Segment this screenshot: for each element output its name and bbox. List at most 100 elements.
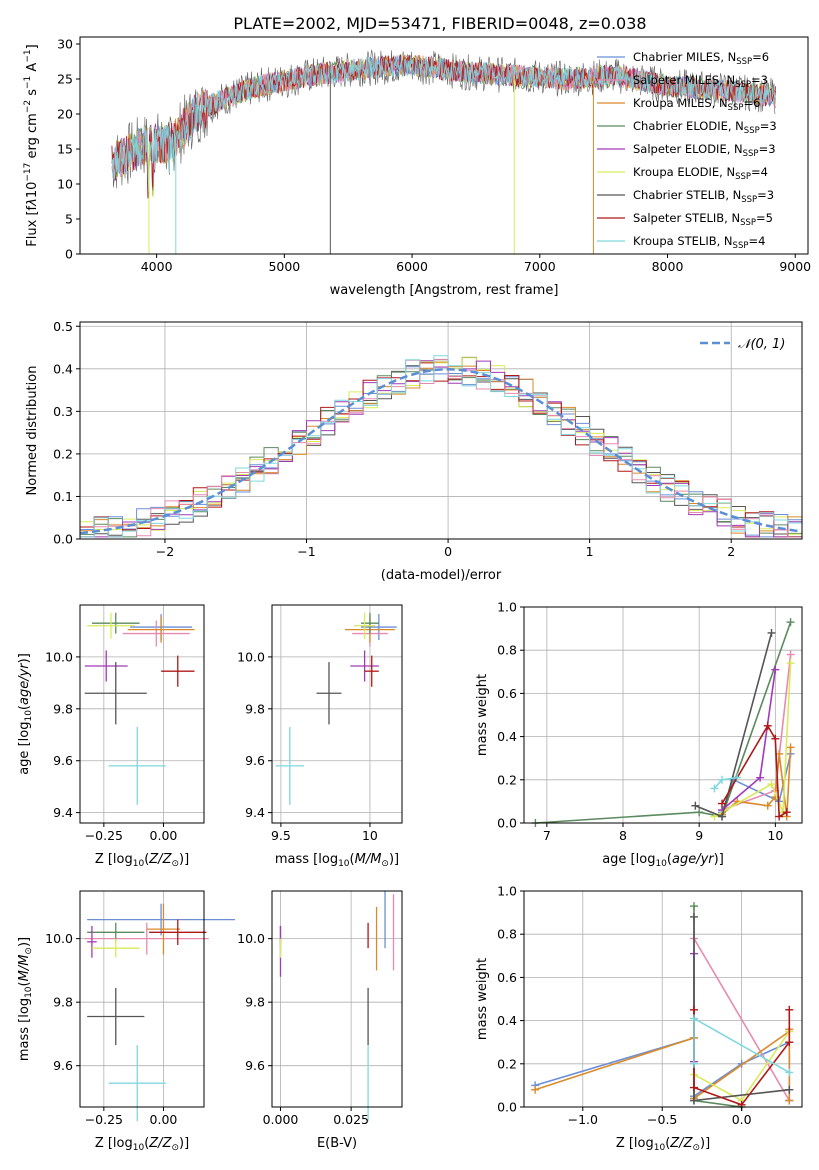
- figure-title: PLATE=2002, MJD=53471, FIBERID=0048, z=0…: [233, 14, 646, 33]
- y-tick-label: 0.6: [497, 686, 517, 701]
- y-axis-label: mass weight: [475, 958, 490, 1040]
- legend-label: Kroupa ELODIE, NSSP=4: [633, 165, 768, 182]
- x-tick-label: 10: [362, 828, 378, 843]
- mass-vs-EBV-panel: 0.000 0.025 9.6 9.8 10.0 E(B-V): [237, 890, 403, 1151]
- histogram-step: [80, 361, 802, 538]
- y-axis-label: mass [log10(M/M⊙)]: [17, 937, 34, 1061]
- plot-area: 4000 5000 6000 7000 8000 9000051015202530wave…: [17, 36, 811, 1153]
- x-tick-label: 1: [586, 544, 594, 559]
- histogram-panel: −2 −1 0 1 2 0.0 0.1 0.2 0.3 0.4 0.5 (data-model)/er…: [25, 319, 803, 583]
- histogram-step: [80, 355, 802, 538]
- spectrum-panel: 4000 5000 6000 7000 8000 9000 0 5 10 15 20 25 30 wave…: [23, 36, 811, 298]
- y-tick-label: 1.0: [497, 600, 517, 615]
- y-tick-label: 5: [65, 212, 73, 227]
- weight-line: [714, 663, 792, 818]
- legend-label: Salpeter MILES, NSSP=3: [633, 73, 768, 90]
- legend-label: Kroupa STELIB, NSSP=4: [633, 234, 765, 251]
- x-tick-label: 0.00: [150, 828, 178, 843]
- x-tick-label: −0.25: [85, 1112, 123, 1127]
- y-tick-label: 20: [57, 107, 73, 122]
- y-tick-label: 0.4: [497, 729, 517, 744]
- y-tick-label: 0.2: [53, 446, 73, 461]
- y-tick-label: 9.6: [245, 753, 265, 768]
- x-tick-label: 10: [767, 828, 783, 843]
- y-tick-label: 9.4: [53, 805, 73, 820]
- x-tick-label: 8: [619, 828, 627, 843]
- x-tick-label: −1.0: [568, 1112, 598, 1127]
- x-tick-label: 9000: [779, 259, 811, 274]
- histogram-step: [80, 366, 802, 538]
- y-axis-label: Normed distribution: [25, 366, 40, 496]
- legend-label: 𝒩(0, 1): [738, 337, 785, 352]
- axes-frame: [79, 890, 205, 1108]
- y-tick-label: 0.0: [497, 1100, 517, 1115]
- normal-curve: [79, 368, 803, 535]
- x-tick-label: −2: [156, 544, 174, 559]
- y-tick-label: 0.2: [497, 1056, 517, 1071]
- y-tick-label: 0.4: [53, 361, 73, 376]
- y-tick-label: 9.8: [53, 701, 73, 716]
- y-tick-label: 0.5: [53, 319, 73, 334]
- x-axis-label: Z [log10(Z/Z⊙)]: [616, 1136, 710, 1153]
- mass-vs-Z-panel: −0.25 0.00 9.6 9.8 10.0 Z [log10(Z/Z⊙)] mass […: [17, 890, 235, 1153]
- x-tick-label: 0.0: [732, 1112, 752, 1127]
- weight-vs-age-panel: 7 8 9 10 0.0 0.2 0.4 0.6 0.8 1.0 age [log10(age/yr…: [475, 600, 803, 869]
- y-tick-label: 9.6: [53, 1058, 73, 1073]
- y-tick-label: 25: [57, 72, 73, 87]
- x-tick-label: −0.25: [85, 828, 123, 843]
- y-tick-label: 0.0: [497, 816, 517, 831]
- y-tick-label: 10.0: [45, 649, 73, 664]
- legend-label: Salpeter STELIB, NSSP=5: [633, 211, 773, 228]
- age-vs-mass-panel: 9.5 10 9.4 9.6 9.8 10.0 mass [log10(M/M⊙)]: [237, 604, 403, 869]
- y-axis-label: age [log10(age/yr)]: [17, 653, 34, 775]
- x-tick-label: −1: [297, 544, 315, 559]
- y-tick-label: 9.8: [245, 701, 265, 716]
- x-tick-label: 9.5: [271, 828, 291, 843]
- x-tick-label: 0.00: [150, 1112, 178, 1127]
- x-tick-label: 7: [543, 828, 551, 843]
- x-tick-label: 4000: [141, 259, 173, 274]
- y-tick-label: 0.4: [497, 1013, 517, 1028]
- x-tick-label: 8000: [652, 259, 684, 274]
- y-tick-label: 9.4: [245, 805, 265, 820]
- x-tick-label: 0.025: [333, 1112, 369, 1127]
- y-tick-label: 15: [57, 142, 73, 157]
- y-tick-label: 9.6: [53, 753, 73, 768]
- axes-frame: [79, 321, 803, 540]
- x-tick-label: 7000: [524, 259, 556, 274]
- y-tick-label: 10: [57, 177, 73, 192]
- axes-frame: [523, 606, 803, 824]
- axes-frame: [271, 890, 403, 1108]
- y-tick-label: 10.0: [237, 931, 265, 946]
- axes-frame: [523, 890, 803, 1108]
- x-axis-label: wavelength [Angstrom, rest frame]: [330, 283, 559, 298]
- axes-frame: [79, 604, 205, 824]
- y-tick-label: 0.2: [497, 772, 517, 787]
- spectrum-line: [111, 55, 776, 187]
- x-tick-label: 9: [695, 828, 703, 843]
- x-axis-label: age [log10(age/yr)]: [602, 852, 724, 869]
- y-tick-label: 10.0: [45, 931, 73, 946]
- y-tick-label: 0.6: [497, 970, 517, 985]
- x-tick-label: 6000: [396, 259, 428, 274]
- weight-line: [693, 938, 790, 1101]
- age-vs-Z-panel: −0.25 0.00 9.4 9.6 9.8 10.0 Z [log10(Z/Z⊙)] age…: [17, 604, 205, 869]
- y-tick-label: 10.0: [237, 649, 265, 664]
- legend-label: Salpeter ELODIE, NSSP=3: [633, 142, 776, 159]
- axes-frame: [79, 36, 809, 255]
- x-tick-label: 0: [444, 544, 452, 559]
- weight-line: [695, 632, 773, 818]
- x-axis-label: Z [log10(Z/Z⊙)]: [95, 852, 189, 869]
- y-tick-label: 0.8: [497, 927, 517, 942]
- x-tick-label: 0.000: [263, 1112, 299, 1127]
- x-axis-label: (data-model)/error: [381, 568, 502, 583]
- x-axis-label: Z [log10(Z/Z⊙)]: [95, 1136, 189, 1153]
- x-tick-label: −0.5: [647, 1112, 677, 1127]
- y-tick-label: 1.0: [497, 884, 517, 899]
- x-axis-label: E(B-V): [317, 1136, 357, 1151]
- y-tick-label: 30: [57, 37, 73, 52]
- legend-label: Chabrier STELIB, NSSP=3: [633, 188, 774, 205]
- y-tick-label: 0.0: [53, 532, 73, 547]
- x-tick-label: 2: [727, 544, 735, 559]
